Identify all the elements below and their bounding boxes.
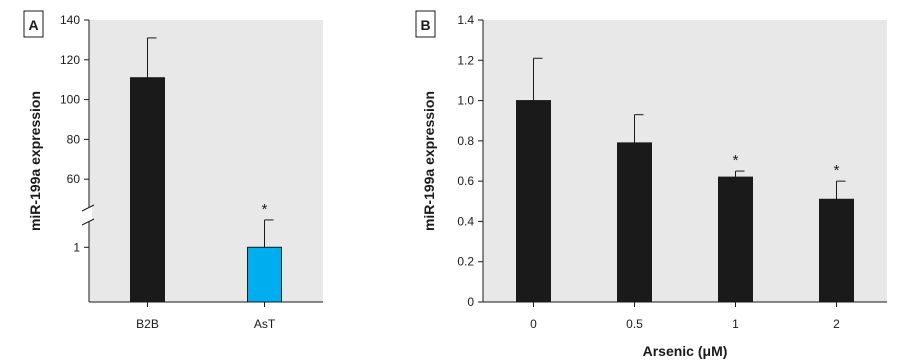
y-tick-label-a: 140 — [60, 13, 80, 27]
significance-marker: * — [733, 152, 739, 169]
bar — [247, 246, 282, 303]
significance-marker: * — [834, 162, 840, 179]
x-tick-label-a: AsT — [254, 317, 276, 331]
axis-break-gap — [86, 207, 92, 221]
axis-break-mark — [81, 218, 95, 226]
plot-area-a — [89, 20, 323, 302]
panel-b: 0 0.2 0.4 0.6 0.8 1.0 1.2 1.4 0 0.5 1 * 2 * Arsenic (μ… — [415, 10, 887, 359]
y-tick-label-b: 1.4 — [457, 13, 474, 27]
x-axis-title-b: Arsenic (μM) — [643, 343, 728, 359]
panel-letter-box-b — [415, 10, 436, 38]
y-tick-label-b: 1.0 — [457, 94, 474, 108]
y-tick-label-b: 1.2 — [457, 53, 474, 67]
y-axis-title-a: miR-199a expression — [27, 91, 43, 231]
x-tick-label-b: 2 — [833, 317, 840, 331]
y-tick-label-b: 0.6 — [457, 174, 474, 188]
panel-letter-a: A — [28, 17, 38, 33]
y-tick-label-a: 120 — [60, 53, 80, 67]
axis-break-mark — [81, 204, 95, 212]
y-tick-label-b: 0 — [467, 295, 474, 309]
y-tick-label-a: 100 — [60, 93, 80, 107]
y-tick-label-b: 0.4 — [457, 214, 474, 228]
panel-a: 60 80 100 120 140 1 B2B AsT * miR-199a expression… — [23, 10, 323, 331]
y-axis-title-b: miR-199a expression — [421, 91, 437, 231]
y-tick-label-b: 0.2 — [457, 255, 474, 269]
significance-marker: * — [262, 201, 268, 218]
bar — [617, 142, 652, 303]
bar — [130, 77, 165, 303]
x-tick-label-b: 0.5 — [626, 317, 643, 331]
y-tick-label-a: 60 — [67, 172, 81, 186]
bar — [718, 176, 753, 303]
panel-letter-b: B — [420, 17, 430, 33]
panel-letter-box-a — [23, 10, 44, 38]
x-tick-label-b: 1 — [732, 317, 739, 331]
bar — [516, 100, 551, 303]
y-tick-label-a: 1 — [73, 240, 80, 254]
y-tick-label-a: 80 — [67, 132, 81, 146]
x-tick-label-b: 0 — [530, 317, 537, 331]
bar — [819, 198, 854, 303]
x-tick-label-a: B2B — [136, 317, 159, 331]
y-tick-label-b: 0.8 — [457, 134, 474, 148]
